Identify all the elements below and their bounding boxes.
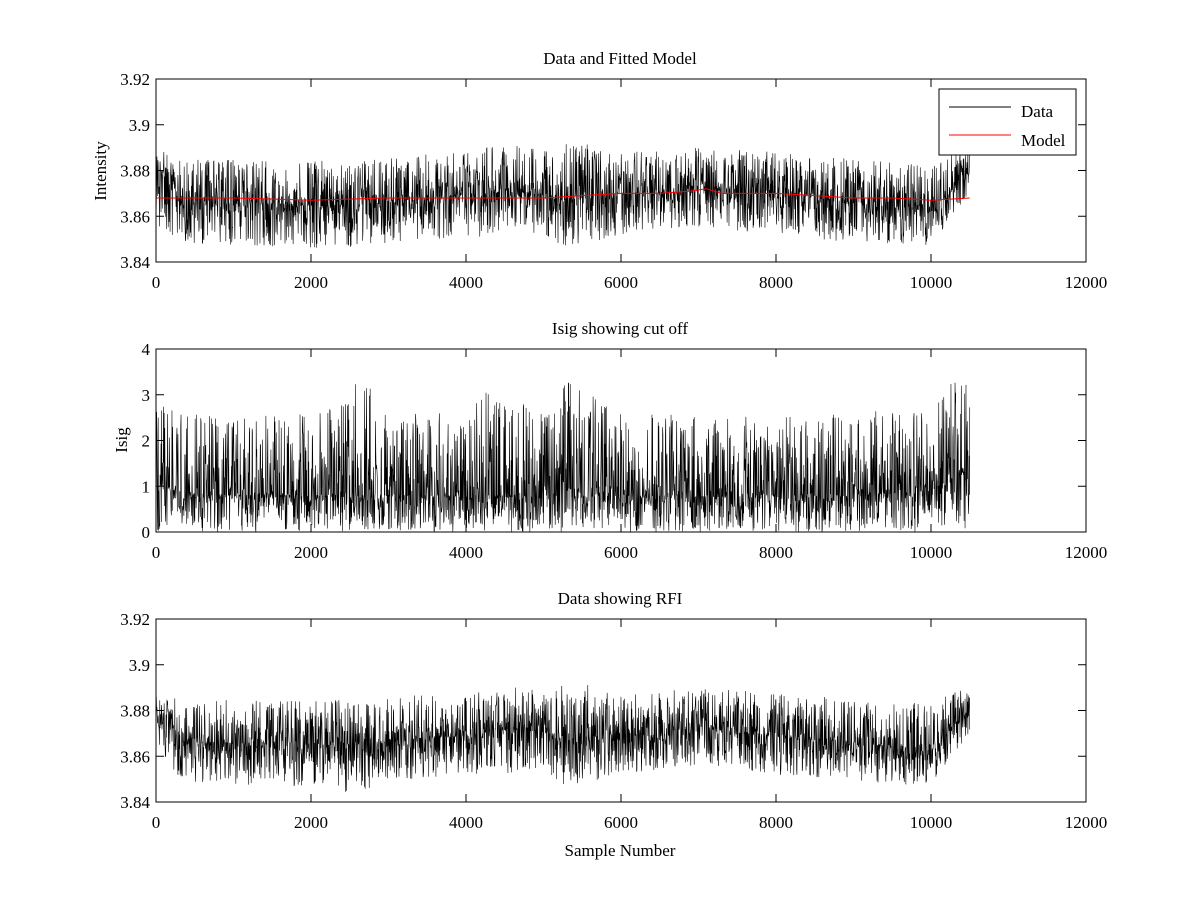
- panel-data-and-fitted-model: Data and Fitted Model Intensity 0 2000 400…: [91, 49, 1107, 292]
- x-tick-label: 0: [152, 543, 161, 562]
- x-tick-label: 10000: [910, 273, 953, 292]
- x-tick-label: 4000: [449, 273, 483, 292]
- y-tick-label: 2: [142, 432, 151, 451]
- y-axis-label: Isig: [112, 427, 131, 453]
- axis-ticks: 0 2000 4000 6000 8000 10000 12000 3.84 3.86 3.88 3…: [120, 610, 1107, 832]
- y-tick-label: 3.86: [120, 747, 150, 766]
- plot-area: [156, 144, 971, 248]
- y-axis-label: Intensity: [91, 141, 110, 201]
- x-tick-label: 6000: [604, 543, 638, 562]
- x-axis-label: Sample Number: [565, 841, 676, 860]
- x-tick-label: 10000: [910, 543, 953, 562]
- y-tick-label: 3.9: [129, 116, 150, 135]
- plot-area: [156, 382, 971, 532]
- x-tick-label: 12000: [1065, 813, 1108, 832]
- y-tick-label: 3.84: [120, 253, 150, 272]
- x-tick-label: 8000: [759, 543, 793, 562]
- y-tick-label: 3.88: [120, 162, 150, 181]
- x-tick-label: 4000: [449, 813, 483, 832]
- legend-box: [938, 88, 1077, 156]
- x-tick-label: 2000: [294, 813, 328, 832]
- y-tick-label: 1: [142, 477, 151, 496]
- y-tick-label: 3.92: [120, 70, 150, 89]
- chart-title: Data showing RFI: [558, 589, 683, 608]
- plot-area: [156, 685, 971, 792]
- x-tick-label: 6000: [604, 273, 638, 292]
- y-tick-label: 0: [142, 523, 151, 542]
- panel-data-showing-rfi: Data showing RFI Sample Number 0 2000 4000…: [120, 589, 1107, 860]
- axis-ticks: 0 2000 4000 6000 8000 10000 12000 3.84 3.86 3.88 3…: [120, 70, 1107, 292]
- legend-label-model: Model: [1021, 131, 1066, 150]
- x-tick-label: 6000: [604, 813, 638, 832]
- y-tick-label: 3.9: [129, 656, 150, 675]
- x-tick-label: 12000: [1065, 543, 1108, 562]
- panel-isig-showing-cut-off: Isig showing cut off Isig 0 2000 4000 6000 8…: [112, 319, 1107, 562]
- x-tick-label: 0: [152, 813, 161, 832]
- x-tick-label: 10000: [910, 813, 953, 832]
- legend: Data Model: [938, 88, 1077, 156]
- y-tick-label: 3.88: [120, 702, 150, 721]
- chart-title: Data and Fitted Model: [543, 49, 697, 68]
- y-tick-label: 3.92: [120, 610, 150, 629]
- y-tick-label: 3.86: [120, 207, 150, 226]
- series-line-model: [156, 188, 970, 201]
- x-tick-label: 2000: [294, 273, 328, 292]
- y-tick-label: 3: [142, 386, 151, 405]
- series-line-series-0: [156, 382, 971, 532]
- x-tick-label: 2000: [294, 543, 328, 562]
- axis-ticks: 0 2000 4000 6000 8000 10000 12000 0 1 2 3 4: [142, 340, 1108, 562]
- series-line-series-0: [156, 685, 971, 792]
- series-line-data: [156, 144, 971, 248]
- x-tick-label: 8000: [759, 273, 793, 292]
- x-tick-label: 12000: [1065, 273, 1108, 292]
- x-tick-label: 8000: [759, 813, 793, 832]
- x-tick-label: 4000: [449, 543, 483, 562]
- y-tick-label: 3.84: [120, 793, 150, 812]
- x-tick-label: 0: [152, 273, 161, 292]
- legend-label-data: Data: [1021, 102, 1054, 121]
- y-tick-label: 4: [142, 340, 151, 359]
- chart-title: Isig showing cut off: [552, 319, 688, 338]
